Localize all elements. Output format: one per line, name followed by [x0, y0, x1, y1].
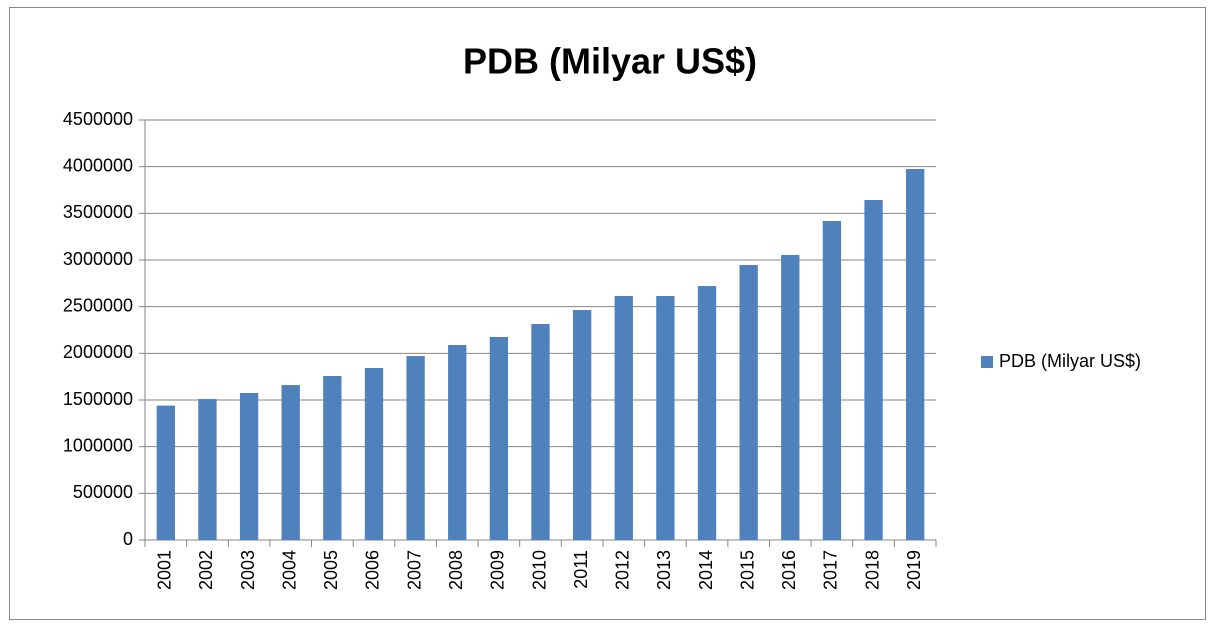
legend-swatch: [981, 356, 993, 368]
x-tick-label: 2002: [196, 550, 216, 590]
bar: [656, 296, 675, 540]
bar: [531, 324, 550, 540]
x-tick-label: 2008: [446, 550, 466, 590]
x-tick-label: 2010: [529, 550, 549, 590]
x-tick-label: 2012: [613, 550, 633, 590]
bar: [739, 265, 758, 540]
chart-title: PDB (Milyar US$): [463, 41, 757, 82]
bar: [697, 286, 717, 540]
bar: [448, 345, 467, 540]
bar: [198, 399, 217, 540]
y-tick-label: 1500000: [63, 389, 133, 409]
x-tick-label: 2005: [321, 550, 341, 590]
y-tick-label: 2000000: [63, 342, 133, 362]
bar: [239, 393, 259, 540]
bar: [614, 296, 633, 540]
x-tick-label: 2015: [737, 550, 757, 590]
bar: [406, 356, 425, 540]
bar: [822, 220, 842, 540]
bar: [489, 337, 509, 540]
bar: [572, 310, 592, 540]
x-tick-label: 2009: [488, 550, 508, 590]
x-tick-label: 2004: [279, 550, 299, 590]
bar: [864, 199, 883, 540]
x-tick-label: 2001: [155, 550, 175, 590]
bar: [364, 367, 384, 540]
x-tick-label: 2017: [821, 550, 841, 590]
x-tick-label: 2003: [238, 550, 258, 590]
x-tick-label: 2014: [696, 550, 716, 590]
x-tick-label: 2007: [404, 550, 424, 590]
y-tick-label: 2500000: [63, 295, 133, 315]
x-tick-label: 2006: [363, 550, 383, 590]
x-tick-label: 2011: [571, 550, 591, 589]
x-tick-label: 2016: [779, 550, 799, 590]
y-tick-label: 3000000: [63, 249, 133, 269]
y-tick-label: 3500000: [63, 202, 133, 222]
bar: [281, 385, 300, 540]
bar: [323, 376, 342, 540]
legend-label: PDB (Milyar US$): [999, 351, 1141, 371]
y-tick-label: 500000: [73, 482, 133, 502]
y-tick-label: 0: [123, 529, 133, 549]
x-tick-label: 2013: [654, 550, 674, 590]
bar: [906, 169, 925, 540]
y-tick-label: 4500000: [63, 109, 133, 129]
y-tick-label: 1000000: [63, 435, 133, 455]
bar: [781, 254, 800, 540]
y-tick-label: 4000000: [63, 155, 133, 175]
bar: [156, 405, 175, 540]
chart-border: [9, 7, 1206, 620]
x-tick-label: 2019: [904, 550, 924, 590]
x-tick-label: 2018: [862, 550, 882, 590]
